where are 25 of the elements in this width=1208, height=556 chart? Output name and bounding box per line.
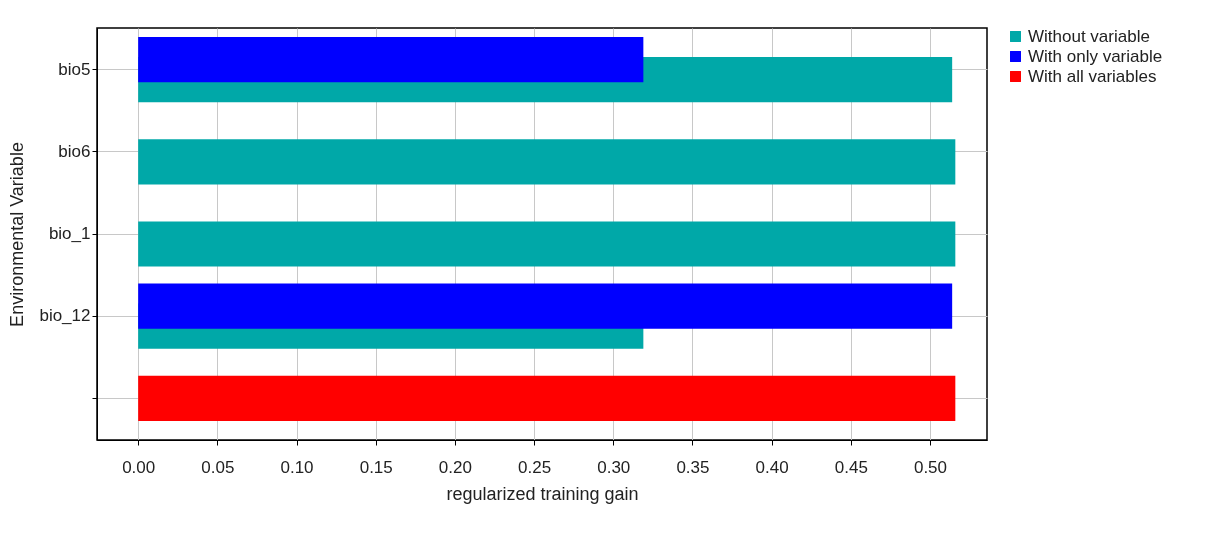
legend-label: With only variable [1028, 46, 1163, 66]
bar [138, 221, 956, 267]
x-tick-label: 0.15 [359, 457, 393, 477]
legend-label: With all variables [1028, 66, 1157, 86]
legend-label: Without variable [1028, 26, 1150, 46]
y-axis-title: Environmental Variable [7, 142, 28, 327]
x-axis-title: regularized training gain [446, 483, 639, 504]
bar [138, 375, 956, 422]
x-tick-label: 0.10 [280, 457, 314, 477]
x-tick-label: 0.45 [834, 457, 868, 477]
bar [138, 139, 956, 185]
x-tick-label: 0.20 [438, 457, 472, 477]
x-tick-label: 0.40 [755, 457, 789, 477]
y-tick-label: bio_12 [39, 306, 91, 326]
x-tick-label: 0.05 [201, 457, 235, 477]
bar [138, 283, 953, 329]
x-tick-label: 0.30 [597, 457, 631, 477]
y-tick-label: bio6 [58, 141, 91, 161]
y-tick-label: bio5 [58, 59, 91, 79]
x-tick-label: 0.35 [676, 457, 710, 477]
x-tick-label: 0.50 [913, 457, 948, 477]
x-tick-label: 0.00 [122, 457, 156, 477]
x-tick-label: 0.25 [518, 457, 552, 477]
y-tick-label: bio_1 [48, 224, 91, 243]
bar [138, 36, 644, 83]
